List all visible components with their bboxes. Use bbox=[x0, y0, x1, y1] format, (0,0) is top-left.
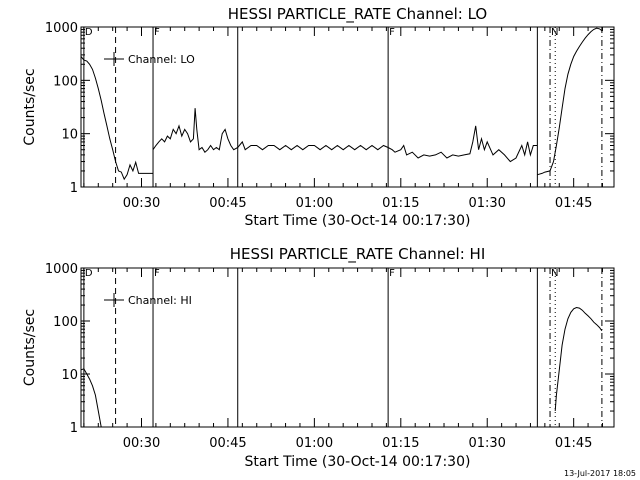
x-tick-label: 00:30 bbox=[123, 196, 160, 211]
x-tick-label: 00:30 bbox=[123, 436, 160, 451]
event-marker-label: N bbox=[551, 268, 558, 279]
x-tick-label: 01:15 bbox=[382, 436, 419, 451]
event-marker-label: D bbox=[85, 27, 93, 38]
x-tick-label: 01:45 bbox=[555, 196, 592, 211]
chart-title: HESSI PARTICLE_RATE Channel: LO bbox=[228, 5, 487, 24]
y-tick-label: 1 bbox=[70, 421, 78, 436]
y-tick-label: 1 bbox=[70, 181, 78, 196]
event-marker-label: D bbox=[85, 268, 93, 279]
x-tick-label: 01:45 bbox=[555, 436, 592, 451]
series-line bbox=[80, 368, 102, 428]
event-marker-label: N bbox=[551, 27, 558, 38]
x-tick-label: 00:45 bbox=[209, 196, 246, 211]
x-tick-label: 01:00 bbox=[296, 196, 333, 211]
y-tick-label: 1000 bbox=[45, 262, 78, 277]
plot-frame bbox=[80, 267, 615, 428]
x-tick-label: 00:45 bbox=[209, 436, 246, 451]
event-marker-label: F bbox=[154, 268, 160, 279]
series-line bbox=[554, 306, 603, 412]
series-line bbox=[387, 125, 538, 163]
generation-timestamp: 13-Jul-2017 18:05 bbox=[564, 469, 636, 478]
panel-lo: HESSI PARTICLE_RATE Channel: LO 1 10 100 100… bbox=[22, 5, 615, 229]
legend-entry: Channel: HI bbox=[128, 294, 192, 307]
event-marker-label: F bbox=[154, 27, 160, 38]
legend-entry: Channel: LO bbox=[128, 53, 195, 66]
series-line bbox=[152, 108, 238, 153]
panel-hi: HESSI PARTICLE_RATE Channel: HI 1 10 100 100… bbox=[22, 245, 615, 470]
y-axis-label: Counts/sec bbox=[22, 68, 38, 145]
y-tick-label: 10 bbox=[61, 368, 78, 383]
y-axis-label: Counts/sec bbox=[22, 309, 38, 386]
x-tick-label: 01:00 bbox=[296, 436, 333, 451]
chart-title: HESSI PARTICLE_RATE Channel: HI bbox=[230, 245, 486, 264]
series-line bbox=[537, 27, 603, 176]
event-marker-label: F bbox=[389, 268, 395, 279]
series-line bbox=[237, 140, 389, 151]
x-tick-label: 01:30 bbox=[468, 436, 505, 451]
y-tick-label: 1000 bbox=[45, 21, 78, 36]
series-line bbox=[80, 56, 153, 181]
event-marker-label: F bbox=[389, 27, 395, 38]
x-tick-label: 01:30 bbox=[468, 196, 505, 211]
y-tick-label: 100 bbox=[53, 315, 78, 330]
plot-frame bbox=[80, 26, 615, 188]
x-axis-label: Start Time (30-Oct-14 00:17:30) bbox=[245, 454, 471, 470]
y-tick-label: 100 bbox=[53, 74, 78, 89]
x-axis-label: Start Time (30-Oct-14 00:17:30) bbox=[245, 213, 471, 229]
x-tick-label: 01:15 bbox=[382, 196, 419, 211]
y-tick-label: 10 bbox=[61, 128, 78, 143]
